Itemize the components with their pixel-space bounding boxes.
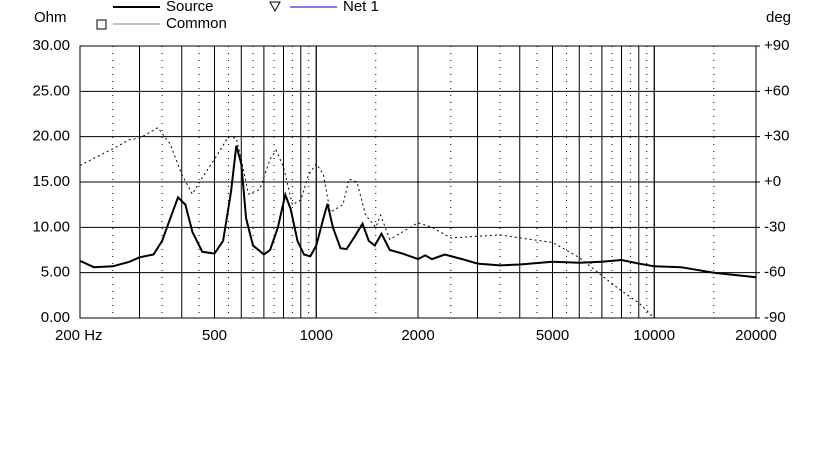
y-tick-label: 0.00 xyxy=(41,309,70,326)
x-tick-label: 20000 xyxy=(735,327,777,344)
y-tick-label: 10.00 xyxy=(32,218,70,235)
y2-tick-label: +0 xyxy=(764,173,781,190)
y-tick-label: 30.00 xyxy=(32,37,70,54)
x-tick-label: 1000 xyxy=(300,327,333,344)
legend-label: Source xyxy=(166,0,214,15)
y2-tick-label: -60 xyxy=(764,264,786,281)
legend-marker xyxy=(96,19,107,30)
legend-marker xyxy=(269,1,281,13)
x-tick-label: 2000 xyxy=(401,327,434,344)
x-tick-label: 5000 xyxy=(536,327,569,344)
plot-frame xyxy=(79,45,757,319)
x-tick-label: 500 xyxy=(202,327,227,344)
y-axis-label: Ohm xyxy=(34,9,67,26)
series-line xyxy=(79,126,655,319)
y2-tick-label: -30 xyxy=(764,218,786,235)
y2-tick-label: +60 xyxy=(764,82,789,99)
y-tick-label: 5.00 xyxy=(41,264,70,281)
x-tick-label: 10000 xyxy=(633,327,675,344)
legend-label: Common xyxy=(166,15,227,32)
legend-label: Net 1 xyxy=(343,0,379,15)
y2-tick-label: +30 xyxy=(764,128,789,145)
y2-axis-label: deg xyxy=(766,9,791,26)
y2-tick-label: -90 xyxy=(764,309,786,326)
y-tick-label: 20.00 xyxy=(32,128,70,145)
series-line xyxy=(79,145,757,279)
y2-tick-label: +90 xyxy=(764,37,789,54)
y-tick-label: 15.00 xyxy=(32,173,70,190)
y-tick-label: 25.00 xyxy=(32,82,70,99)
x-tick-label: 200 Hz xyxy=(55,327,103,344)
